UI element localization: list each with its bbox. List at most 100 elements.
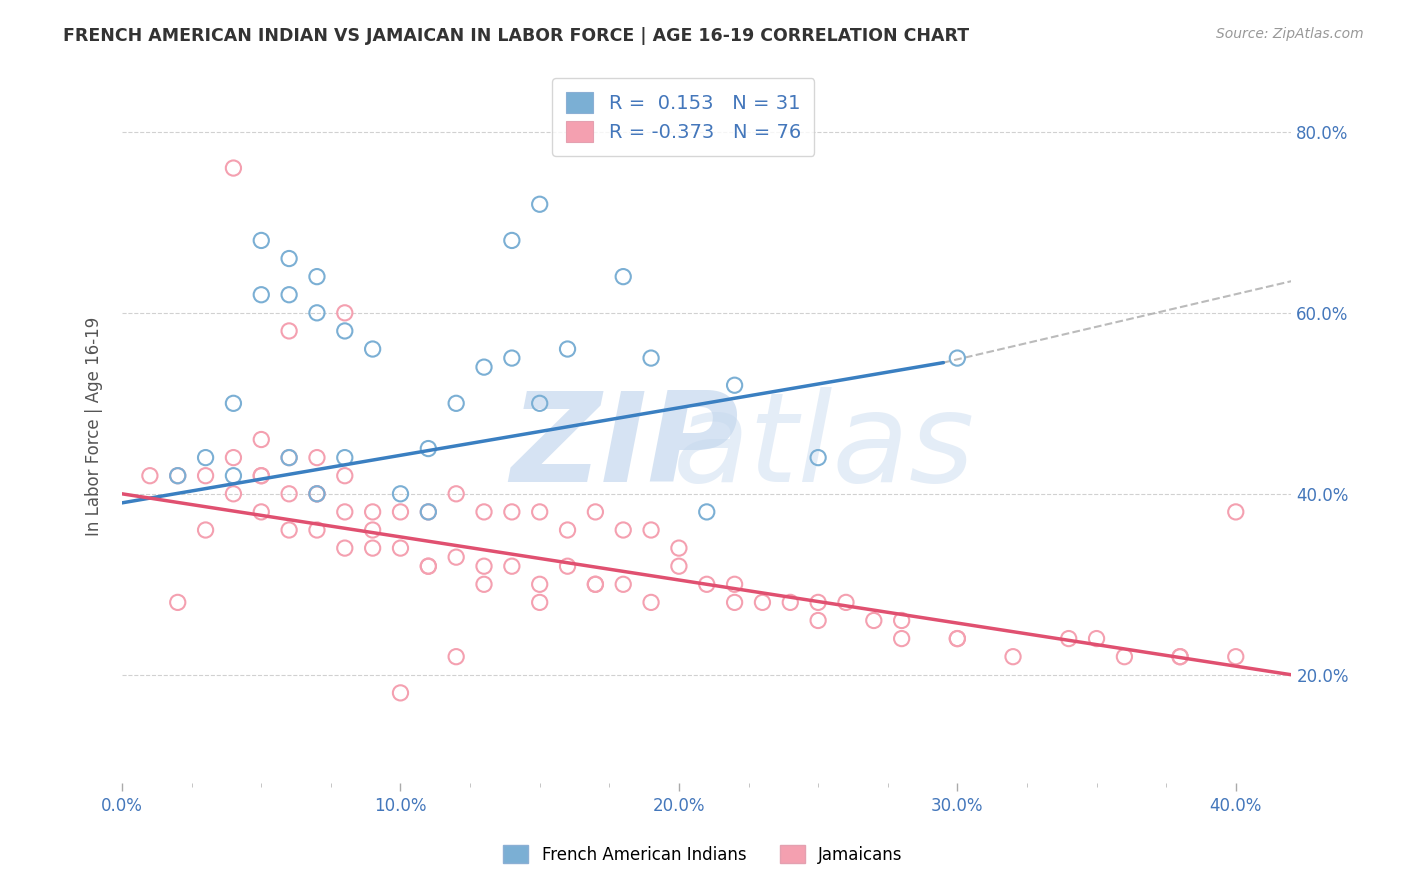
Point [640,595,662,609]
Point [305,487,328,501]
Point [529,577,551,591]
Point [529,396,551,410]
Point [807,595,830,609]
Point [501,234,523,248]
Point [278,487,301,501]
Point [222,468,245,483]
Point [305,523,328,537]
Point [696,577,718,591]
Point [1085,632,1108,646]
Legend: R =  0.153   N = 31, R = -0.373   N = 76: R = 0.153 N = 31, R = -0.373 N = 76 [553,78,814,155]
Point [890,614,912,628]
Point [472,360,495,375]
Point [529,197,551,211]
Point [418,505,440,519]
Point [278,287,301,301]
Point [222,487,245,501]
Point [389,505,412,519]
Point [418,559,440,574]
Point [278,450,301,465]
Point [250,468,273,483]
Point [557,559,579,574]
Point [612,523,634,537]
Point [305,306,328,320]
Point [529,595,551,609]
Point [583,505,606,519]
Point [501,505,523,519]
Point [612,577,634,591]
Point [194,450,217,465]
Point [418,559,440,574]
Point [139,468,162,483]
Point [305,487,328,501]
Point [305,269,328,284]
Point [835,595,858,609]
Point [222,450,245,465]
Point [278,324,301,338]
Point [418,505,440,519]
Point [194,523,217,537]
Point [444,550,467,565]
Point [250,468,273,483]
Point [305,450,328,465]
Point [361,505,384,519]
Point [640,351,662,365]
Point [444,649,467,664]
Point [278,252,301,266]
Point [751,595,773,609]
Point [389,541,412,555]
Point [166,468,188,483]
Y-axis label: In Labor Force | Age 16-19: In Labor Force | Age 16-19 [86,317,103,535]
Point [612,269,634,284]
Point [333,306,356,320]
Point [1057,632,1080,646]
Point [529,505,551,519]
Point [583,577,606,591]
Point [222,396,245,410]
Point [250,433,273,447]
Point [807,614,830,628]
Point [946,632,969,646]
Point [278,523,301,537]
Point [166,468,188,483]
Point [1002,649,1025,664]
Point [557,342,579,356]
Point [250,287,273,301]
Point [779,595,801,609]
Point [501,559,523,574]
Point [250,234,273,248]
Point [472,577,495,591]
Legend: French American Indians, Jamaicans: French American Indians, Jamaicans [496,838,910,871]
Point [1225,505,1247,519]
Point [361,541,384,555]
Text: ZIP: ZIP [510,387,740,508]
Point [278,450,301,465]
Point [418,442,440,456]
Point [361,523,384,537]
Point [250,505,273,519]
Point [333,324,356,338]
Text: atlas: atlas [672,387,974,508]
Point [890,632,912,646]
Point [862,614,884,628]
Point [668,541,690,555]
Point [557,523,579,537]
Point [305,487,328,501]
Point [807,450,830,465]
Point [333,541,356,555]
Point [194,468,217,483]
Point [696,505,718,519]
Point [723,577,745,591]
Point [472,559,495,574]
Point [333,468,356,483]
Point [668,559,690,574]
Point [583,577,606,591]
Point [166,595,188,609]
Point [946,632,969,646]
Point [723,378,745,392]
Point [1114,649,1136,664]
Point [1168,649,1191,664]
Point [640,523,662,537]
Point [444,396,467,410]
Point [501,351,523,365]
